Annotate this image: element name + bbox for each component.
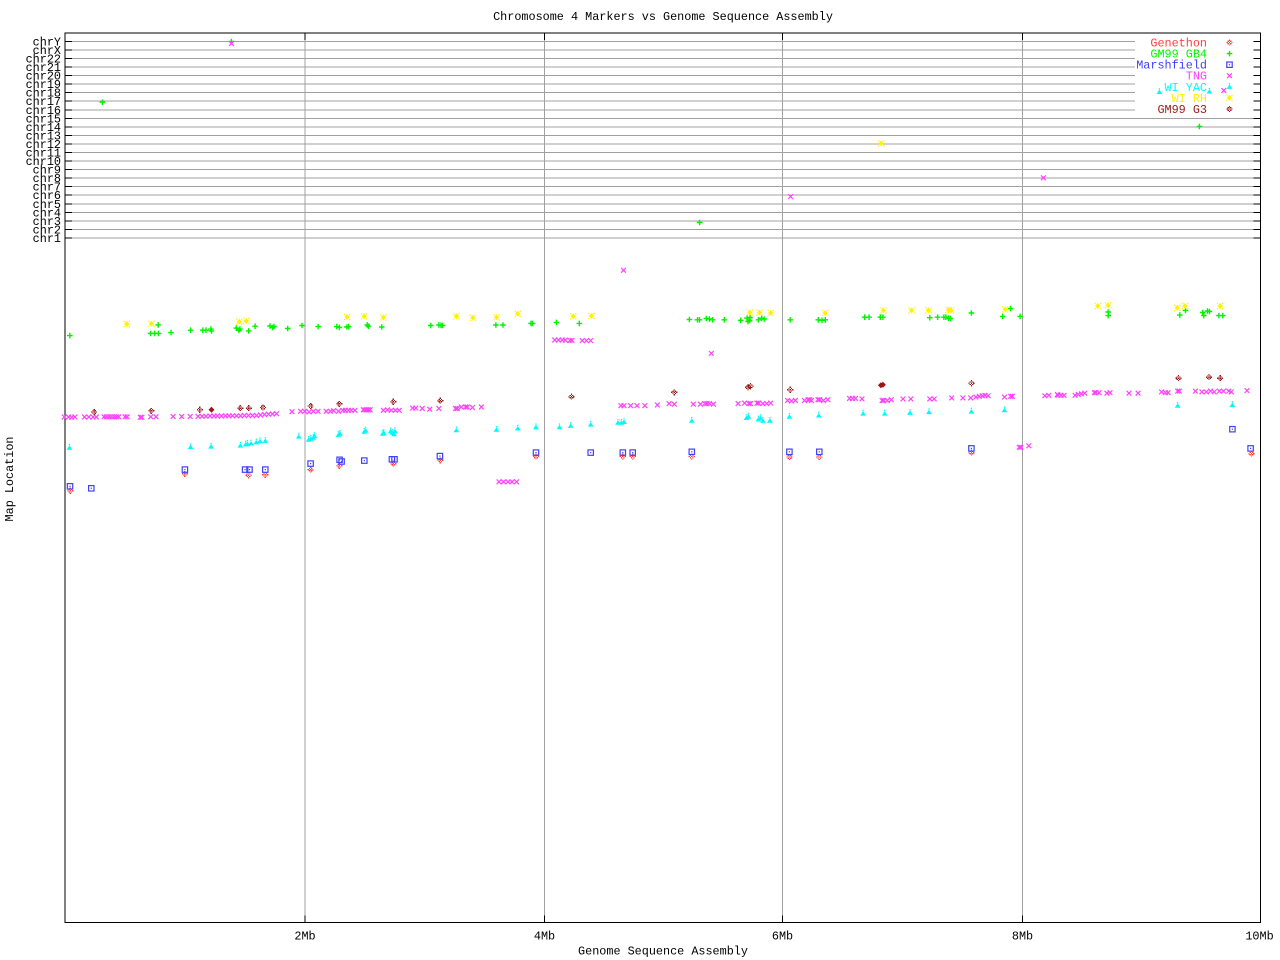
- svg-text:chr20: chr20: [26, 70, 61, 84]
- svg-text:Genethon: Genethon: [1150, 37, 1207, 51]
- svg-text:chr2: chr2: [33, 223, 61, 237]
- svg-text:GM99 GB4: GM99 GB4: [1150, 48, 1207, 62]
- svg-text:10Mb: 10Mb: [1245, 930, 1273, 944]
- svg-text:chr14: chr14: [26, 121, 61, 135]
- svg-text:WI RH: WI RH: [1172, 92, 1207, 106]
- svg-text:chr15: chr15: [26, 112, 61, 126]
- svg-text:chr7: chr7: [33, 181, 61, 195]
- svg-text:chr9: chr9: [33, 164, 61, 178]
- svg-text:Map Location: Map Location: [3, 437, 17, 522]
- svg-text:chr10: chr10: [26, 155, 61, 169]
- svg-text:chr1: chr1: [33, 232, 61, 246]
- svg-text:chr16: chr16: [26, 104, 61, 118]
- svg-text:chrY: chrY: [33, 35, 61, 49]
- svg-text:chr4: chr4: [33, 206, 61, 220]
- svg-text:4Mb: 4Mb: [534, 930, 555, 944]
- svg-text:chr13: chr13: [26, 129, 61, 143]
- svg-text:chr22: chr22: [26, 53, 61, 67]
- svg-text:chr11: chr11: [26, 147, 61, 161]
- svg-text:Chromosome 4 Markers vs Genome: Chromosome 4 Markers vs Genome Sequence …: [493, 10, 833, 24]
- svg-text:TNG: TNG: [1186, 70, 1207, 84]
- svg-text:chrX: chrX: [33, 44, 61, 58]
- svg-text:6Mb: 6Mb: [772, 930, 793, 944]
- svg-text:chr19: chr19: [26, 78, 61, 92]
- svg-text:chr8: chr8: [33, 172, 61, 186]
- svg-text:chr12: chr12: [26, 138, 61, 152]
- svg-text:Genome Sequence Assembly: Genome Sequence Assembly: [578, 945, 748, 959]
- svg-text:chr6: chr6: [33, 189, 61, 203]
- svg-text:2Mb: 2Mb: [294, 930, 315, 944]
- svg-text:chr21: chr21: [26, 61, 61, 75]
- svg-text:chr5: chr5: [33, 198, 61, 212]
- svg-text:8Mb: 8Mb: [1012, 930, 1033, 944]
- svg-text:GM99 G3: GM99 G3: [1157, 103, 1207, 117]
- svg-text:WI YAC: WI YAC: [1165, 81, 1207, 95]
- svg-text:Marshfield: Marshfield: [1136, 59, 1207, 73]
- svg-text:chr18: chr18: [26, 87, 61, 101]
- svg-text:chr3: chr3: [33, 215, 61, 229]
- svg-text:chr17: chr17: [26, 95, 61, 109]
